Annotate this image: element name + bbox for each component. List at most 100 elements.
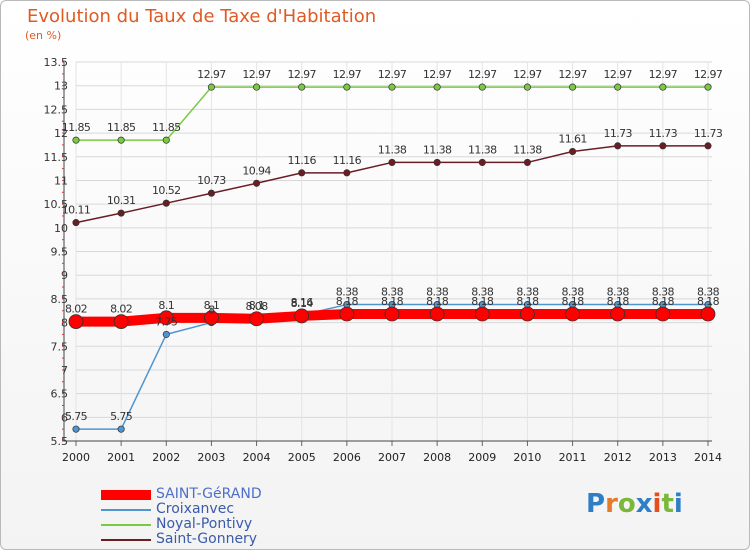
proxiti-logo: Proxiti	[586, 489, 683, 519]
legend-label: Noyal-Pontivy	[156, 516, 253, 532]
x-tick-label: 2003	[197, 451, 225, 464]
data-point	[249, 311, 264, 327]
y-tick-label: 12.5	[44, 103, 69, 116]
x-tick-label: 2012	[604, 451, 632, 464]
y-tick-label: 10	[54, 222, 68, 235]
x-tick-label: 2008	[423, 451, 451, 464]
x-tick-label: 2005	[288, 451, 316, 464]
data-label: 12.97	[333, 68, 362, 81]
data-point	[704, 142, 712, 150]
data-point	[117, 136, 125, 144]
y-tick-label: 7.5	[51, 340, 69, 353]
data-point	[207, 83, 215, 91]
data-label: 8.38	[426, 286, 449, 299]
data-point	[478, 158, 486, 166]
x-tick-label: 2000	[62, 451, 90, 464]
data-label: 8.38	[562, 286, 585, 299]
data-label: 12.97	[197, 68, 226, 81]
data-label: 11.38	[513, 143, 542, 156]
data-point	[523, 158, 531, 166]
data-point	[113, 314, 129, 330]
data-point	[294, 308, 310, 324]
logo-letter: t	[661, 489, 674, 519]
data-point	[704, 83, 712, 91]
data-point	[478, 83, 486, 91]
data-label: 8.18	[697, 295, 720, 308]
data-label: 8.18	[607, 295, 630, 308]
data-point	[72, 136, 80, 144]
data-label: 12.97	[603, 68, 632, 81]
data-label: 11.16	[333, 154, 362, 167]
data-label: 8.18	[652, 295, 675, 308]
x-tick-label: 2013	[649, 451, 677, 464]
logo-letter: i	[652, 489, 662, 519]
data-point	[614, 142, 622, 150]
data-point	[429, 306, 445, 322]
data-point	[162, 136, 170, 144]
data-point	[384, 306, 400, 322]
y-tick-label: 13.5	[44, 56, 69, 69]
data-label: 8.38	[516, 286, 539, 299]
logo-letter: i	[673, 489, 683, 519]
data-label: 12.97	[378, 68, 407, 81]
data-label: 10.31	[107, 194, 136, 207]
data-label: 8.38	[652, 286, 675, 299]
data-label: 11.61	[558, 133, 587, 146]
data-label: 8.18	[516, 295, 539, 308]
data-point	[474, 306, 490, 322]
data-label: 8.02	[65, 303, 87, 316]
data-label: 8.38	[471, 286, 494, 299]
data-point	[520, 306, 535, 322]
x-tick-label: 2006	[333, 451, 361, 464]
data-point	[569, 147, 577, 156]
data-label: 11.85	[107, 121, 136, 134]
data-point	[207, 189, 215, 197]
y-tick-label: 6.5	[51, 388, 69, 401]
data-label: 8.02	[110, 303, 132, 316]
x-tick-label: 2002	[152, 451, 180, 464]
data-point	[117, 209, 125, 217]
data-label: 12.97	[423, 68, 452, 81]
data-label: 11.73	[649, 127, 678, 140]
y-tick-label: 13	[54, 80, 68, 93]
data-point	[158, 310, 174, 326]
data-point	[298, 83, 306, 91]
data-label: 8.14	[291, 297, 314, 310]
data-label: 12.97	[694, 68, 723, 81]
logo-letter: o	[617, 489, 636, 519]
data-label: 7.75	[155, 315, 178, 328]
data-point	[68, 314, 84, 330]
data-label: 10.11	[62, 204, 91, 217]
data-point	[298, 169, 306, 177]
x-tick-label: 2007	[378, 451, 406, 464]
data-label: 11.16	[287, 154, 316, 167]
data-label: 12.97	[468, 68, 497, 81]
data-label: 8.18	[562, 295, 585, 308]
legend-label: Croixanvec	[156, 501, 235, 517]
data-point	[204, 310, 219, 326]
data-label: 11.73	[694, 127, 723, 140]
data-point	[253, 83, 261, 91]
data-label: 8.38	[381, 286, 404, 299]
data-label: 8.18	[381, 295, 404, 308]
y-tick-label: 11	[54, 174, 68, 187]
x-tick-label: 2009	[468, 451, 496, 464]
data-label: 8	[208, 304, 215, 317]
data-label: 10.52	[152, 184, 181, 197]
logo-letter: x	[635, 489, 653, 519]
legend-swatch	[101, 524, 151, 526]
data-label: 12.97	[287, 68, 316, 81]
data-point	[72, 425, 80, 433]
chart-title: Evolution du Taux de Taxe d'Habitation	[27, 6, 377, 27]
data-label: 8.18	[336, 295, 359, 308]
x-tick-label: 2014	[694, 451, 722, 464]
data-label: 8.16	[291, 296, 314, 309]
y-tick-label: 11.5	[44, 151, 69, 164]
data-label: 8.1	[204, 299, 220, 312]
data-label: 8.1	[249, 299, 265, 312]
data-point	[565, 306, 580, 322]
data-label: 8.38	[697, 286, 720, 299]
data-point	[614, 83, 622, 91]
data-point	[72, 219, 80, 227]
